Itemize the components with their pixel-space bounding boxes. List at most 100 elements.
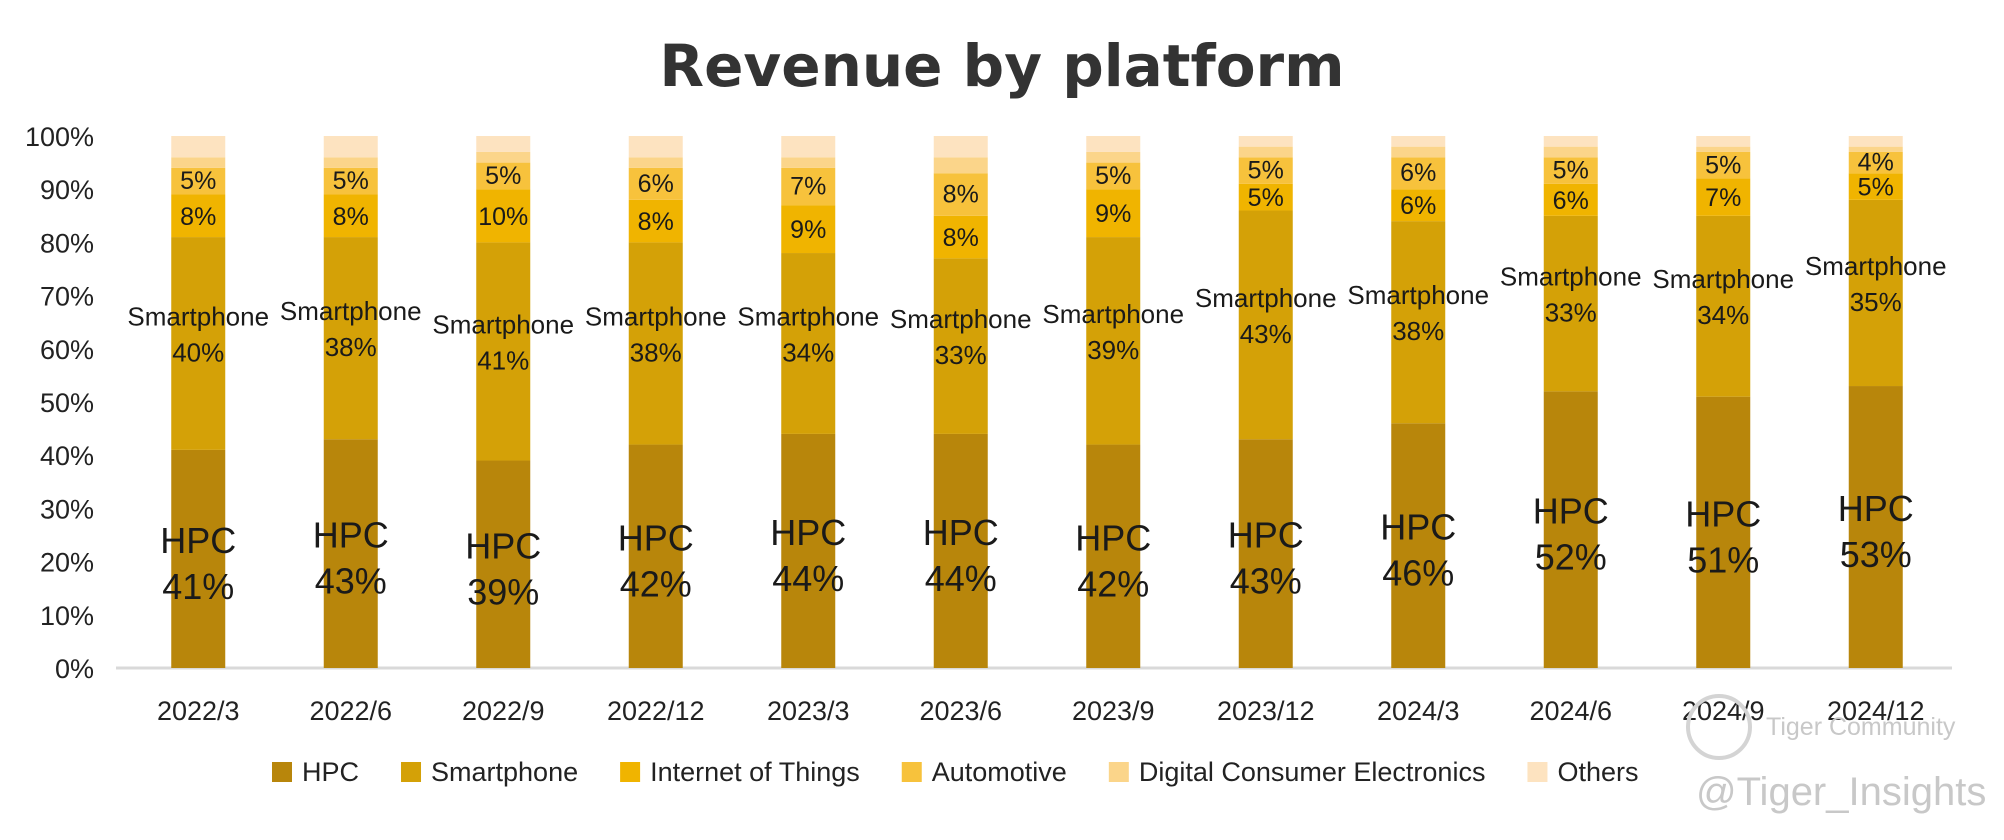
hpc-name-label: HPC (1685, 493, 1761, 534)
y-tick-label: 0% (55, 654, 94, 684)
hpc-name-label: HPC (1228, 515, 1304, 556)
watermark-community: Tiger Community (1766, 713, 1956, 741)
smartphone-data-label: 38% (1392, 316, 1444, 346)
hpc-name-label: HPC (465, 525, 541, 566)
smartphone-name-label: Smartphone (1652, 264, 1794, 294)
smartphone-data-label: 34% (782, 337, 834, 367)
bar-segment (628, 199, 683, 243)
bar-segment (1238, 136, 1293, 147)
smartphone-name-label: Smartphone (127, 301, 269, 331)
bar-segment (1391, 136, 1446, 147)
bar-segment (1696, 178, 1751, 216)
smartphone-name-label: Smartphone (1195, 283, 1337, 313)
bar-segment (628, 167, 683, 200)
smartphone-name-label: Smartphone (1347, 280, 1489, 310)
bar-segment (1543, 215, 1598, 392)
tiger-logo-icon (1686, 694, 1752, 760)
y-tick-label: 80% (40, 228, 94, 258)
hpc-name-label: HPC (160, 520, 236, 561)
hpc-name-label: HPC (770, 512, 846, 553)
bar-segment (1238, 157, 1293, 184)
hpc-data-label: 42% (1077, 563, 1149, 604)
legend-label: Internet of Things (650, 757, 860, 787)
bar-segment (1086, 162, 1141, 190)
smartphone-name-label: Smartphone (890, 304, 1032, 334)
watermark-handle: @Tiger_Insights (1696, 770, 1987, 814)
smartphone-name-label: Smartphone (1042, 299, 1184, 329)
bar-segment (1543, 183, 1598, 216)
hpc-data-label: 41% (162, 566, 234, 607)
iot-data-label: 6% (1553, 187, 1589, 215)
bar-segment (1543, 136, 1598, 147)
automotive-data-label: 5% (180, 167, 216, 195)
smartphone-data-label: 39% (1087, 335, 1139, 365)
smartphone-data-label: 33% (1545, 298, 1597, 328)
y-tick-label: 90% (40, 175, 94, 205)
hpc-name-label: HPC (923, 512, 999, 553)
legend-swatch (620, 762, 641, 782)
automotive-data-label: 5% (1248, 157, 1284, 185)
hpc-data-label: 46% (1382, 553, 1454, 594)
bar-segment (1848, 386, 1903, 668)
bar-segment (1696, 396, 1751, 668)
x-tick-label: 2024/6 (1529, 696, 1612, 726)
legend-swatch (1527, 762, 1548, 782)
hpc-name-label: HPC (618, 517, 694, 558)
bar-segment (933, 173, 988, 216)
bar-segment (1543, 157, 1598, 184)
bar-segment (933, 157, 988, 174)
smartphone-name-label: Smartphone (585, 301, 727, 331)
bar-segment (628, 157, 683, 168)
y-tick-label: 100% (25, 122, 94, 152)
automotive-data-label: 5% (1705, 151, 1741, 179)
legend-swatch (272, 762, 292, 782)
automotive-data-label: 5% (485, 162, 521, 190)
automotive-data-label: 5% (1553, 157, 1589, 185)
smartphone-data-label: 41% (477, 345, 529, 375)
bar-segment (1696, 146, 1751, 152)
bar-segment (1543, 391, 1598, 668)
y-tick-label: 50% (40, 388, 94, 418)
bar-segment (1848, 199, 1903, 387)
x-tick-label: 2022/6 (309, 696, 392, 726)
bar-segment (1391, 189, 1446, 222)
bar-segment (476, 460, 531, 668)
bar-segment (628, 444, 683, 668)
bar-segment (323, 157, 378, 168)
smartphone-name-label: Smartphone (1500, 262, 1642, 292)
iot-data-label: 8% (943, 224, 979, 252)
hpc-data-label: 43% (1230, 561, 1302, 602)
iot-data-label: 6% (1400, 192, 1436, 220)
bar-segment (1848, 173, 1903, 200)
bar-segment (628, 136, 683, 158)
bar-segment (781, 433, 836, 668)
iot-data-label: 5% (1858, 174, 1894, 202)
iot-data-label: 8% (333, 203, 369, 231)
hpc-data-label: 44% (925, 558, 997, 599)
hpc-data-label: 51% (1687, 539, 1759, 580)
smartphone-data-label: 33% (935, 340, 987, 370)
bar-segment (476, 136, 531, 152)
legend-swatch (401, 762, 422, 782)
bar-segment (323, 237, 378, 440)
x-tick-label: 2023/6 (919, 696, 1002, 726)
x-tick-label: 2022/12 (607, 696, 705, 726)
automotive-data-label: 6% (638, 170, 674, 198)
bar-segment (628, 242, 683, 445)
y-tick-label: 70% (40, 282, 94, 312)
x-tick-label: 2024/12 (1827, 696, 1925, 726)
y-tick-label: 20% (40, 548, 94, 578)
x-tick-label: 2022/3 (157, 696, 240, 726)
bar-segment (323, 439, 378, 668)
automotive-data-label: 6% (1400, 159, 1436, 187)
iot-data-label: 9% (790, 216, 826, 244)
y-tick-label: 30% (40, 494, 94, 524)
bar-segment (781, 157, 836, 168)
x-tick-label: 2023/9 (1072, 696, 1155, 726)
bar-segment (171, 136, 226, 158)
smartphone-data-label: 35% (1850, 287, 1902, 317)
bar-segment (1391, 146, 1446, 158)
legend-label: Smartphone (431, 757, 578, 787)
bar-segment (476, 242, 531, 461)
bar-segment (1848, 151, 1903, 174)
